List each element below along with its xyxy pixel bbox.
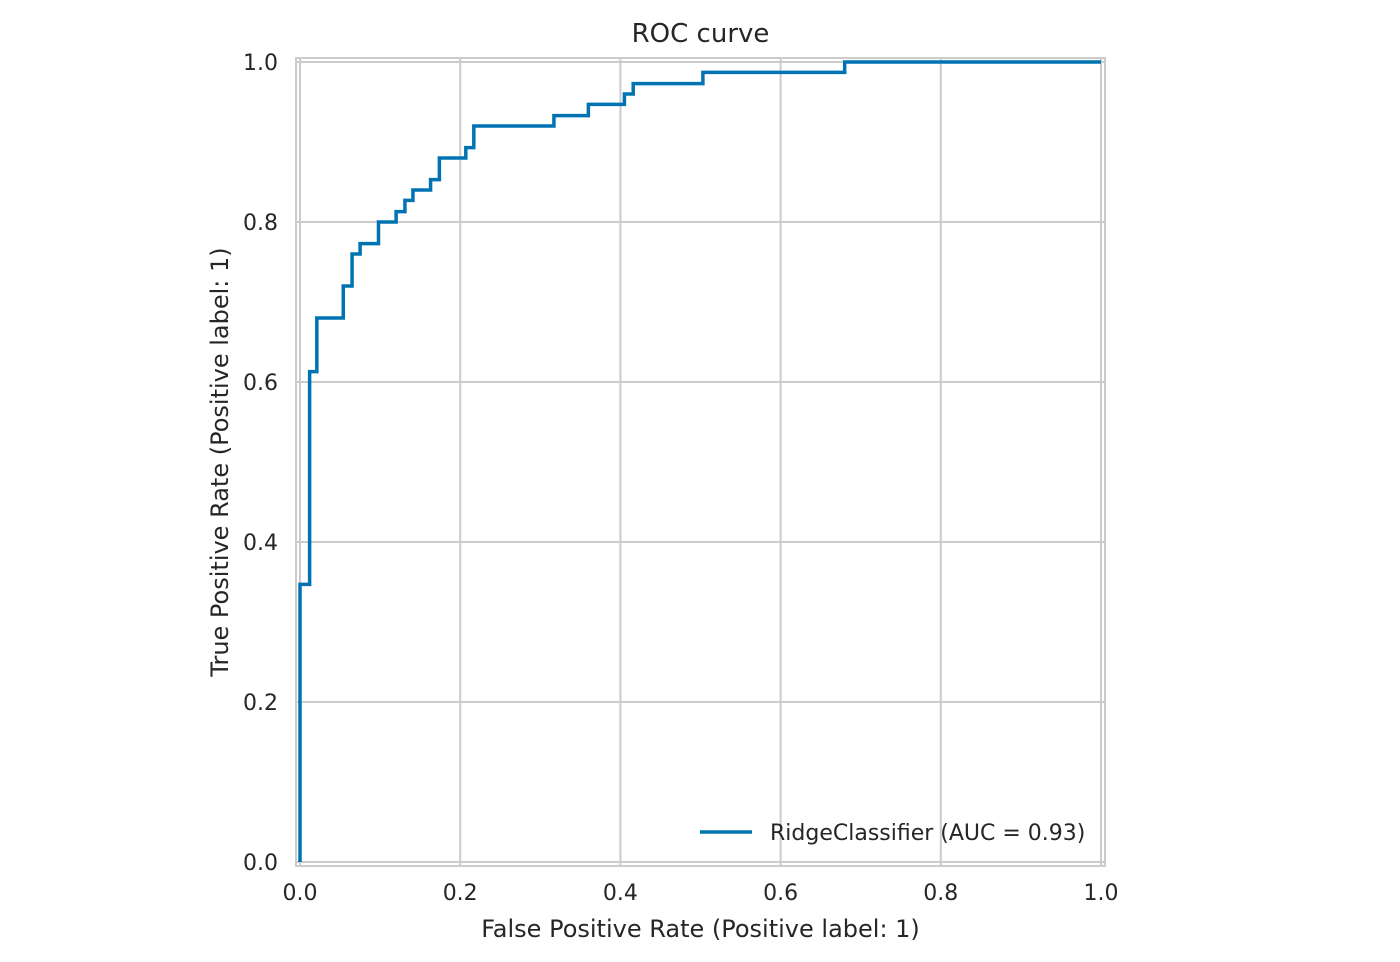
x-tick-label: 0.8 <box>923 881 958 906</box>
x-tick-labels: 0.0 0.2 0.4 0.6 0.8 1.0 <box>283 881 1119 906</box>
x-tick-label: 1.0 <box>1083 881 1118 906</box>
roc-curve-line <box>298 60 1101 862</box>
y-tick-label: 0.0 <box>243 851 278 876</box>
axes-border <box>295 57 1106 867</box>
x-tick-label: 0.2 <box>443 881 478 906</box>
y-tick-label: 0.8 <box>243 211 278 236</box>
series-layer <box>298 60 1101 862</box>
y-tick-labels: 0.0 0.2 0.4 0.6 0.8 1.0 <box>243 51 278 876</box>
y-axis-label: True Positive Rate (Positive label: 1) <box>206 247 234 677</box>
axes-frame <box>295 57 1106 867</box>
grid-lines <box>296 58 1105 866</box>
plot-area <box>296 58 1105 866</box>
y-tick-label: 1.0 <box>243 51 278 76</box>
x-tick-label: 0.6 <box>763 881 798 906</box>
chart-title: ROC curve <box>632 19 770 49</box>
y-tick-label: 0.2 <box>243 691 278 716</box>
x-tick-label: 0.4 <box>603 881 638 906</box>
y-tick-label: 0.4 <box>243 531 278 556</box>
x-tick-label: 0.0 <box>283 881 318 906</box>
legend-label: RidgeClassifier (AUC = 0.93) <box>770 821 1085 846</box>
x-axis-label: False Positive Rate (Positive label: 1) <box>481 915 920 943</box>
y-tick-label: 0.6 <box>243 371 278 396</box>
legend: RidgeClassifier (AUC = 0.93) <box>700 821 1085 846</box>
